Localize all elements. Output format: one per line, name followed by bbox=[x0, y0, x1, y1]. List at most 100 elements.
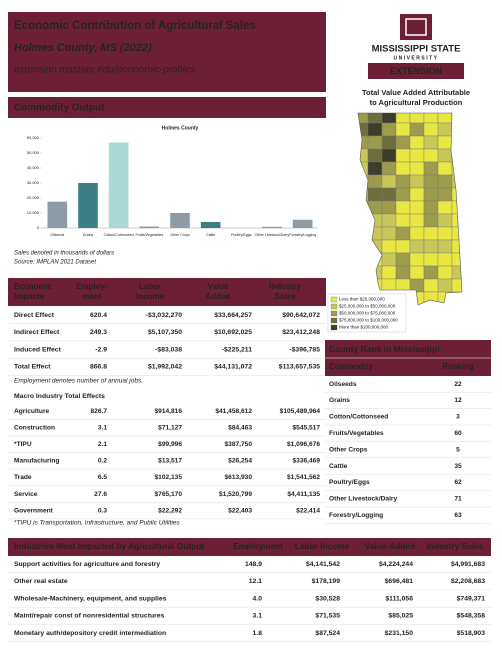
county bbox=[381, 265, 397, 280]
county bbox=[437, 252, 453, 267]
county bbox=[437, 200, 453, 215]
cell-value: 62 bbox=[454, 479, 462, 486]
y-tick-label: 50,000 bbox=[27, 150, 40, 155]
bar bbox=[108, 142, 129, 228]
logo-name: MISSISSIPPI STATE bbox=[372, 44, 461, 55]
county bbox=[451, 304, 462, 305]
cell-value: $4,224,244 bbox=[379, 561, 413, 568]
x-tick-label: Other Livestock/Dairy bbox=[255, 233, 290, 237]
county bbox=[358, 113, 369, 124]
county bbox=[381, 252, 397, 267]
y-tick-label: 40,000 bbox=[27, 165, 40, 170]
cell-value: $10,692,025 bbox=[214, 329, 252, 336]
cell-value: $178,199 bbox=[312, 578, 341, 585]
cell-value: $13,517 bbox=[158, 458, 182, 465]
bar bbox=[200, 222, 221, 228]
cell-value: $111,056 bbox=[385, 595, 413, 602]
county bbox=[423, 200, 439, 215]
cell-value: 12.1 bbox=[249, 578, 262, 585]
cell-value: $1,541,562 bbox=[287, 474, 320, 481]
column-header: Economic bbox=[14, 282, 53, 291]
column-header: Employment bbox=[233, 541, 283, 551]
y-tick-label: 10,000 bbox=[27, 210, 40, 215]
county bbox=[423, 187, 439, 202]
county bbox=[409, 252, 425, 267]
cell-value: 3 bbox=[456, 414, 460, 421]
county bbox=[423, 148, 439, 163]
county bbox=[409, 148, 425, 163]
row-label: Total Effect bbox=[14, 364, 51, 371]
legend-swatch bbox=[330, 317, 338, 324]
row-label: Other Livestock/Dairy bbox=[329, 496, 397, 503]
county bbox=[451, 148, 462, 163]
county bbox=[395, 213, 411, 228]
county bbox=[367, 174, 383, 189]
county bbox=[358, 252, 369, 267]
county bbox=[395, 226, 411, 241]
map-title: to Agricultural Production bbox=[370, 98, 463, 107]
cell-value: $33,664,257 bbox=[214, 312, 252, 319]
county bbox=[437, 113, 453, 124]
cell-value: $71,127 bbox=[158, 424, 182, 431]
county bbox=[395, 113, 411, 124]
note: Source: IMPLAN 2021 Dataset bbox=[14, 260, 96, 266]
legend-label: $50,000,000 to $75,000,000 bbox=[339, 311, 396, 316]
cell-value: 826.7 bbox=[90, 408, 107, 415]
legend-swatch bbox=[330, 310, 338, 317]
county bbox=[466, 292, 480, 305]
county bbox=[395, 200, 411, 215]
county bbox=[367, 187, 383, 202]
cell-value: $4,141,542 bbox=[306, 561, 340, 568]
county bbox=[395, 239, 411, 254]
x-tick-label: Cattle bbox=[206, 233, 215, 237]
county bbox=[423, 278, 439, 293]
bar bbox=[262, 226, 282, 228]
column-header: Value bbox=[208, 282, 229, 291]
row-label: Construction bbox=[14, 424, 55, 431]
cell-value: $23,412,248 bbox=[282, 329, 320, 336]
county bbox=[466, 162, 480, 175]
cell-value: $1,992,042 bbox=[148, 364, 182, 371]
county bbox=[409, 174, 425, 189]
x-tick-label: Fruits/Vegetables bbox=[135, 233, 163, 237]
county bbox=[381, 239, 397, 254]
county bbox=[451, 278, 462, 293]
cell-value: 1.8 bbox=[253, 630, 263, 637]
legend-label: $25,000,000 to $50,000,000 bbox=[339, 304, 396, 309]
cell-value: $749,371 bbox=[457, 595, 486, 602]
x-tick-label: Cotton/Cottonseed bbox=[104, 233, 134, 237]
logo-unit: EXTENSION bbox=[390, 66, 442, 76]
cell-value: $545,517 bbox=[292, 424, 320, 431]
x-tick-label: Grains bbox=[83, 233, 94, 237]
county bbox=[367, 239, 383, 254]
county bbox=[367, 226, 383, 241]
map-outline bbox=[357, 112, 463, 306]
cell-value: $102,135 bbox=[154, 474, 182, 481]
county bbox=[409, 135, 425, 150]
county bbox=[381, 174, 397, 189]
county bbox=[367, 265, 383, 280]
cell-value: $231,150 bbox=[385, 630, 414, 637]
cell-value: $71,535 bbox=[315, 613, 340, 620]
county bbox=[437, 239, 453, 254]
header-band bbox=[8, 12, 326, 92]
county bbox=[437, 278, 453, 293]
cell-value: $387,750 bbox=[224, 441, 252, 448]
county bbox=[409, 265, 425, 280]
row-label: Agriculture bbox=[14, 408, 50, 415]
county bbox=[437, 187, 453, 202]
row-label: Government bbox=[14, 507, 54, 514]
county bbox=[437, 304, 453, 305]
county bbox=[423, 161, 439, 176]
column-header: Value-Added bbox=[365, 541, 415, 551]
cell-value: $22,414 bbox=[296, 507, 320, 514]
county bbox=[367, 135, 383, 150]
county bbox=[381, 213, 397, 228]
county bbox=[395, 174, 411, 189]
x-tick-label: Other Crops bbox=[170, 233, 190, 237]
logo-sub: UNIVERSITY bbox=[393, 55, 438, 61]
county bbox=[437, 174, 453, 189]
county bbox=[409, 226, 425, 241]
county bbox=[466, 214, 480, 227]
bar bbox=[78, 183, 98, 228]
